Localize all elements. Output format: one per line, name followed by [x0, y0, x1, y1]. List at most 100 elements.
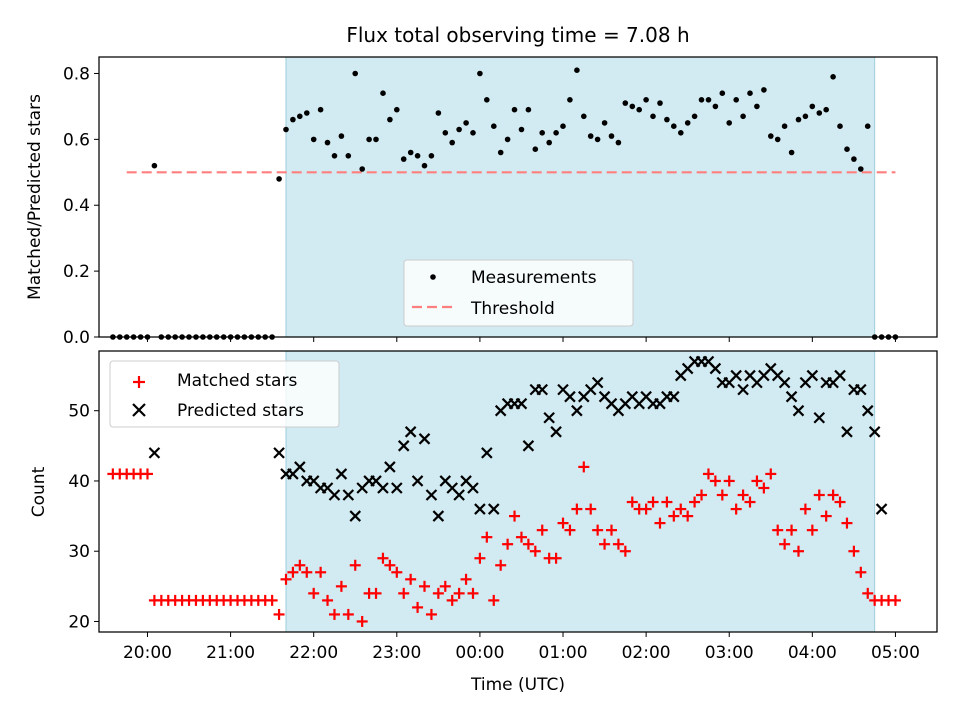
measurement-point: [733, 97, 739, 103]
predicted-star-point: [432, 510, 445, 522]
matched-star-point: [848, 545, 860, 557]
measurement-point: [380, 90, 386, 96]
measurement-point: [802, 113, 809, 120]
matched-star-point: [474, 552, 486, 564]
measurement-point: [394, 106, 400, 113]
measurement-point: [511, 106, 518, 113]
measurement-point: [726, 120, 732, 126]
measurement-point: [387, 116, 393, 123]
matched-star-point: [709, 475, 721, 487]
matched-star-point: [495, 559, 507, 571]
matched-star-point: [841, 517, 853, 529]
measurement-point: [331, 153, 338, 159]
measurement-point: [657, 100, 663, 106]
measurement-point: [740, 113, 746, 120]
measurement-point: [345, 153, 352, 159]
top-observing-window-edges: [285, 57, 876, 337]
matched-star-point: [723, 475, 735, 487]
bottom-legend: Matched stars Predicted stars: [109, 360, 340, 428]
measurement-point: [525, 106, 532, 113]
matched-star-point: [751, 475, 763, 487]
matched-star-point: [737, 489, 749, 501]
matched-star-point: [765, 468, 777, 480]
measurement-points: [110, 67, 899, 340]
predicted-star-point: [425, 489, 438, 501]
matched-star-point: [377, 552, 389, 564]
measurement-point: [400, 156, 407, 162]
matched-star-point: [419, 580, 431, 592]
y-tick-label: 20: [68, 612, 90, 632]
measurement-point: [858, 166, 864, 172]
matched-star-point: [779, 538, 791, 550]
matched-star-point: [446, 594, 458, 606]
measurement-point: [629, 103, 636, 110]
matched-star-point: [301, 566, 313, 578]
measurement-point: [712, 103, 719, 110]
matched-star-point: [599, 538, 611, 550]
matched-star-point: [855, 566, 867, 578]
predicted-star-point: [148, 447, 161, 459]
y-tick-label: 0.2: [63, 262, 90, 282]
matched-star-point: [820, 510, 832, 522]
matched-star-point: [626, 496, 638, 508]
matched-star-point: [640, 503, 652, 515]
measurement-point: [851, 156, 857, 162]
measurement-point: [407, 149, 414, 156]
matched-star-point: [405, 573, 417, 585]
matched-star-point: [799, 503, 811, 515]
measurement-point: [373, 136, 379, 143]
matched-star-point: [432, 587, 444, 599]
measurement-point: [463, 120, 469, 126]
matched-star-point: [349, 559, 361, 571]
predicted-star-point: [709, 362, 722, 375]
measurement-point: [491, 123, 497, 129]
measurement-point: [747, 90, 753, 96]
measurement-point: [754, 103, 760, 110]
x-axis-label: Time (UTC): [470, 675, 565, 695]
top-y-ticks: 0.0 0.2 0.4 0.6 0.8: [63, 64, 99, 348]
predicted-star-point: [467, 482, 479, 494]
x-tick-label: 05:00: [871, 643, 920, 663]
measurement-point: [705, 97, 712, 103]
y-tick-label: 0.0: [63, 328, 90, 348]
matched-star-point: [322, 594, 334, 606]
matched-star-point: [772, 524, 784, 536]
matched-star-point: [619, 545, 631, 557]
measurement-point: [622, 100, 629, 106]
matched-star-point: [827, 489, 839, 501]
matched-star-point: [592, 524, 604, 536]
predicted-star-point: [294, 461, 306, 473]
predicted-star-point: [785, 390, 798, 403]
measurement-point: [567, 97, 573, 103]
measurement-point: [684, 120, 691, 126]
predicted-star-point: [328, 489, 341, 501]
measurement-point: [809, 103, 816, 110]
predicted-star-point: [778, 376, 791, 389]
bottom-y-axis-label: Count: [29, 466, 49, 517]
matched-star-point: [315, 566, 327, 578]
predicted-star-point: [474, 503, 486, 515]
measurement-point: [636, 106, 642, 113]
predicted-star-point: [342, 489, 355, 501]
measurement-point: [560, 123, 566, 129]
legend-predicted-marker: [132, 403, 146, 417]
matched-star-point: [647, 496, 659, 508]
measurement-point: [442, 130, 449, 136]
matched-star-point: [509, 510, 521, 522]
measurement-point: [774, 136, 781, 143]
top-legend-box: [403, 259, 634, 327]
matched-star-point: [502, 538, 514, 550]
matched-star-point: [668, 510, 680, 522]
measurement-point: [546, 139, 552, 146]
measurement-point: [691, 113, 698, 120]
chart-title: Flux total observing time = 7.08 h: [346, 23, 689, 47]
bottom-panel-frame: [98, 350, 938, 633]
matched-star-point: [280, 573, 292, 585]
measurement-point: [643, 97, 649, 103]
legend-matched-marker: [133, 376, 145, 388]
predicted-star-point: [730, 369, 742, 382]
measurement-point: [532, 146, 539, 152]
matched-star-point: [834, 496, 846, 508]
top-legend: Measurements Threshold: [403, 259, 634, 327]
